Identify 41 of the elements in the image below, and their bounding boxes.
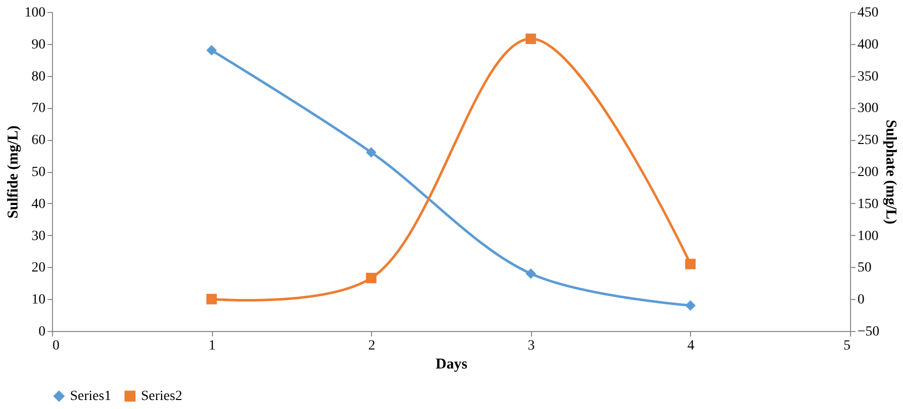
y2-tick-label: 150 (858, 196, 878, 212)
y-tick-label: 20 (32, 260, 46, 276)
y-tick-label: 70 (32, 101, 46, 116)
y2-tick-label: 200 (858, 165, 878, 180)
legend-label: Series1 (70, 389, 112, 404)
x-tick-label: 3 (528, 338, 535, 354)
y2-tick-label: 0 (858, 292, 864, 308)
y2-tick-label: 250 (858, 133, 878, 148)
y-tick-label: 50 (32, 165, 46, 180)
y-tick-label: 30 (32, 228, 46, 244)
y-tick-label: 60 (32, 133, 46, 148)
y2-axis-title: Sulphate (mg/L) (882, 120, 898, 224)
y2-tick-label: 350 (858, 69, 878, 84)
x-tick-label: 1 (208, 338, 216, 354)
point (206, 45, 217, 56)
y-tick-label: 100 (24, 6, 46, 20)
y-tick-label: 10 (32, 292, 46, 308)
point (526, 34, 536, 44)
point (366, 147, 376, 158)
legend-label: Series2 (141, 389, 182, 404)
y2-tick-label: −50 (858, 324, 880, 340)
x-tick-label: 4 (687, 338, 694, 354)
y2-tick-label: 400 (858, 37, 878, 52)
y2-tick-label: 100 (858, 228, 878, 244)
point (685, 258, 696, 270)
x-tick-label: 2 (368, 338, 376, 354)
x-tick-label: 0 (52, 338, 60, 354)
point (366, 272, 376, 284)
y-tick-label: 80 (32, 69, 46, 84)
y-axis-title: Sulfide (mg/L) (6, 126, 22, 218)
y2-tick-label: 50 (858, 260, 872, 276)
y2-tick-label: 300 (858, 101, 878, 116)
x-tick-label: 5 (844, 338, 850, 354)
point (206, 294, 217, 304)
y-tick-label: 40 (32, 196, 46, 212)
y2-tick-label: 450 (858, 6, 878, 20)
point (526, 268, 536, 279)
x-axis-title: Days (436, 356, 468, 372)
y-tick-label: 90 (32, 37, 46, 52)
y-tick-label: 0 (38, 324, 46, 340)
point (685, 300, 696, 311)
